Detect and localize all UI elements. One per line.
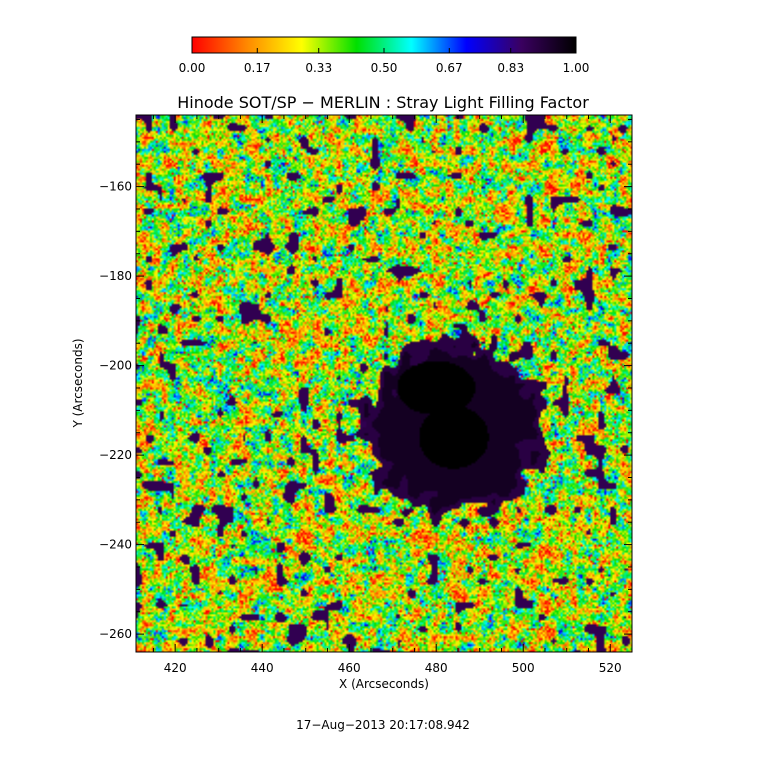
colorbar: 0.00 0.17 0.33 0.50 0.67 0.83 1.00 — [179, 36, 590, 75]
colorbar-tick-label: 0.67 — [436, 61, 463, 75]
colorbar-tick-label: 0.83 — [497, 61, 524, 75]
y-tick-label: −180 — [99, 269, 132, 283]
colorbar-tick-label: 0.00 — [179, 61, 206, 75]
colorbar-tick-label: 0.33 — [305, 61, 332, 75]
colorbar-tick-label: 0.50 — [371, 61, 398, 75]
y-tick-label: −260 — [99, 627, 132, 641]
colorbar-tick-label: 0.17 — [244, 61, 271, 75]
footer-timestamp: 17−Aug−2013 20:17:08.942 — [296, 718, 470, 732]
x-axis: 420 440 460 480 500 520 — [152, 115, 633, 675]
y-tick-label: −160 — [99, 180, 132, 194]
y-axis: −160 −180 −200 −220 −240 −260 — [99, 118, 632, 641]
heatmap-area — [135, 114, 633, 653]
heatmap-image — [136, 115, 632, 652]
y-tick-label: −200 — [99, 359, 132, 373]
plot-frame — [135, 114, 633, 653]
x-tick-label: 460 — [338, 661, 361, 675]
y-axis-label: Y (Arcseconds) — [71, 338, 85, 428]
x-tick-label: 420 — [164, 661, 187, 675]
x-tick-label: 520 — [599, 661, 622, 675]
chart-title: Hinode SOT/SP − MERLIN : Stray Light Fil… — [177, 93, 589, 112]
colorbar-tick-label: 1.00 — [563, 61, 590, 75]
colorbar-ticks: 0.00 0.17 0.33 0.50 0.67 0.83 1.00 — [179, 48, 590, 75]
x-tick-label: 480 — [425, 661, 448, 675]
x-axis-label: X (Arcseconds) — [339, 677, 429, 691]
y-tick-label: −240 — [99, 538, 132, 552]
x-tick-label: 500 — [512, 661, 535, 675]
y-tick-label: −220 — [99, 448, 132, 462]
x-tick-label: 440 — [251, 661, 274, 675]
